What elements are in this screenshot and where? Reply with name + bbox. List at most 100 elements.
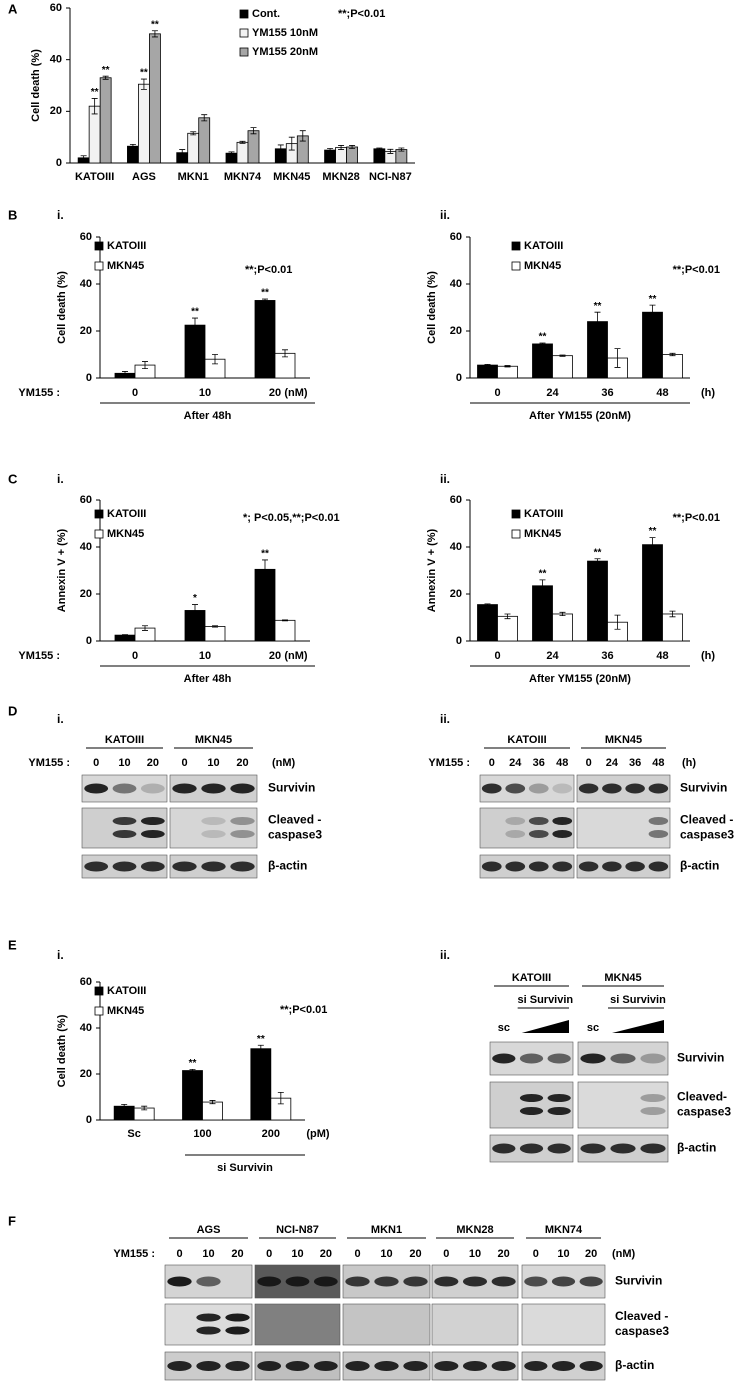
band (648, 830, 669, 838)
legend-swatch (94, 1006, 104, 1016)
significance-label: ** (257, 1034, 265, 1045)
error-bar (102, 75, 109, 80)
band (552, 830, 573, 838)
row-label: Cleaved- (677, 1090, 727, 1104)
significance-label: ** (102, 65, 110, 76)
lane-label: 0 (181, 757, 187, 769)
x-tick-label: 200 (262, 1128, 280, 1140)
error-bar (192, 604, 198, 617)
group-label: KATOIII (507, 734, 546, 746)
significance-label: ** (594, 547, 602, 558)
band (257, 1276, 282, 1287)
error-bar (228, 151, 235, 155)
band (519, 1107, 544, 1115)
band (640, 1143, 666, 1154)
bar (254, 300, 276, 379)
lane-label: sc (587, 1022, 599, 1034)
bar (114, 634, 136, 642)
error-bar (288, 136, 295, 151)
band (578, 783, 599, 794)
band (84, 783, 109, 794)
bar (184, 324, 206, 379)
band (112, 783, 137, 794)
annotation: **;P<0.01 (673, 512, 720, 524)
lane-label: 10 (380, 1248, 392, 1260)
error-bar (669, 352, 676, 357)
y-tick-label: 40 (50, 54, 62, 66)
blot-panel (576, 854, 671, 879)
panel-label: F (8, 1213, 16, 1228)
lane-unit: (h) (682, 757, 696, 769)
band (196, 1326, 221, 1335)
lane-label: 10 (118, 757, 130, 769)
band (112, 830, 137, 838)
legend-label: MKN45 (107, 528, 144, 540)
band (625, 783, 645, 794)
panel-label: C (8, 471, 18, 486)
y-tick-label: 20 (50, 105, 62, 117)
band (345, 1276, 370, 1287)
panel-label: B (8, 207, 17, 222)
lane-label: 36 (533, 757, 545, 769)
error-bar (91, 98, 98, 115)
band (257, 1361, 282, 1371)
significance-label: ** (594, 301, 602, 312)
band (140, 830, 165, 838)
legend-label: KATOIII (524, 240, 563, 252)
significance-label: ** (539, 332, 547, 343)
group-label: NCI-N87 (276, 1224, 319, 1236)
y-tick-label: 60 (450, 231, 462, 243)
error-bar (142, 361, 148, 369)
band (196, 1313, 221, 1322)
error-bar (151, 30, 158, 38)
legend-swatch (511, 261, 521, 271)
x-tick-label: 0 (132, 650, 138, 662)
y-tick-label: 20 (80, 588, 92, 600)
lane-row-label: YM155 : (28, 757, 70, 769)
bar (99, 77, 112, 164)
lane-label: 10 (557, 1248, 569, 1260)
legend-swatch (511, 509, 521, 519)
panel-label: A (8, 1, 18, 16)
legend-label: MKN45 (107, 1005, 144, 1017)
blot-panel (164, 1303, 253, 1346)
error-bar (277, 1092, 284, 1105)
row-label: Cleaved - (680, 813, 733, 827)
y-tick-label: 0 (86, 372, 92, 384)
lane-label: 20 (231, 1248, 243, 1260)
legend-swatch (94, 261, 104, 271)
band (648, 861, 669, 872)
row-label: Survivin (615, 1274, 662, 1288)
band (230, 830, 255, 838)
legend-label: KATOIII (107, 240, 146, 252)
band (230, 817, 255, 825)
bar (373, 148, 386, 164)
error-bar (387, 148, 394, 154)
x-row-label: YM155 : (18, 650, 60, 662)
lane-unit: (nM) (612, 1248, 636, 1260)
error-bar (250, 127, 257, 135)
y-axis-label: Cell death (%) (30, 49, 42, 122)
y-tick-label: 60 (50, 2, 62, 14)
legend-label: MKN45 (524, 260, 561, 272)
lane-label: 48 (556, 757, 568, 769)
bar (662, 354, 683, 379)
error-bar (212, 354, 218, 365)
dose-triangle (521, 1020, 569, 1033)
band (547, 1143, 571, 1154)
blot-panel (577, 1081, 669, 1129)
lane-label: sc (498, 1022, 510, 1034)
error-bar (539, 342, 546, 346)
bar (198, 117, 211, 164)
band (492, 1053, 516, 1064)
x-caption: si Survivin (217, 1162, 273, 1174)
annotation: **;P<0.01 (338, 8, 385, 20)
x-tick-label: 36 (601, 650, 613, 662)
y-axis-label: Cell death (%) (56, 1014, 68, 1087)
error-bar (80, 155, 87, 161)
lane-label: 0 (266, 1248, 272, 1260)
legend-label: MKN45 (107, 260, 144, 272)
error-bar (539, 579, 546, 593)
x-tick-label: 48 (656, 650, 668, 662)
x-tick-label: MKN28 (322, 171, 359, 183)
